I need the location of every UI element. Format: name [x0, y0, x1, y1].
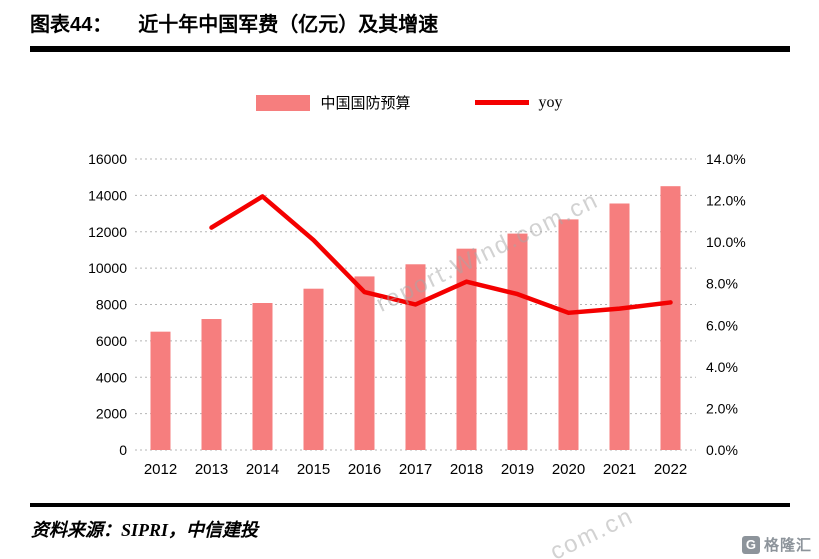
- left-axis-tick: 8000: [96, 297, 127, 313]
- footer-divider: [30, 503, 790, 507]
- right-axis-tick: 8.0%: [706, 276, 738, 292]
- x-axis-tick: 2014: [246, 461, 279, 478]
- budget-bar: [303, 288, 324, 450]
- left-axis-tick: 12000: [88, 224, 127, 240]
- budget-bar: [201, 319, 222, 450]
- right-axis-tick: 2.0%: [706, 400, 738, 416]
- x-axis-tick: 2018: [450, 461, 483, 478]
- bar-line-chart: 0 2000 4000 6000 8000 10000 12000 14000 16000 0.0…: [88, 151, 746, 478]
- left-axis-tick: 14000: [88, 187, 127, 203]
- gelonghui-logo: G 格隆汇: [741, 534, 812, 555]
- x-axis-tick: 2017: [399, 461, 432, 478]
- right-axis-tick: 12.0%: [706, 193, 746, 209]
- budget-bar: [558, 219, 579, 450]
- x-axis-tick: 2016: [348, 461, 381, 478]
- figure-label: 图表44：: [30, 14, 113, 36]
- gelonghui-logo-icon: G: [741, 535, 760, 554]
- right-axis-tick: 4.0%: [706, 359, 738, 375]
- budget-bar: [150, 331, 171, 450]
- bar-legend-label: 中国国防预算: [320, 95, 411, 112]
- budget-bar: [456, 248, 477, 450]
- x-axis-tick: 2019: [501, 461, 534, 478]
- left-axis-tick: 16000: [88, 151, 127, 167]
- x-axis-tick: 2012: [144, 461, 177, 478]
- bar-legend-swatch: [256, 94, 311, 111]
- budget-bar: [354, 276, 375, 450]
- chart-header: 图表44： 近十年中国军费（亿元）及其增速: [30, 8, 790, 52]
- yoy-line: [209, 194, 673, 316]
- line-legend-label: yoy: [538, 93, 563, 111]
- left-axis-tick: 0: [119, 442, 127, 458]
- line-legend-swatch: [474, 100, 529, 105]
- budget-bar: [609, 203, 630, 450]
- left-axis-tick: 6000: [96, 333, 127, 349]
- budget-bar: [252, 303, 273, 450]
- right-axis-tick: 6.0%: [706, 317, 738, 333]
- x-axis-tick: 2022: [654, 461, 687, 478]
- x-axis-tick: 2021: [603, 461, 636, 478]
- corner-watermark: com.cn: [545, 502, 639, 559]
- source-note: 资料来源：SIPRI，中信建投: [31, 520, 259, 540]
- budget-bar: [660, 186, 681, 450]
- page-title: 近十年中国军费（亿元）及其增速: [138, 14, 439, 36]
- right-axis-tick: 0.0%: [706, 442, 738, 458]
- x-axis-tick: 2015: [297, 461, 330, 478]
- chart-legend: 中国国防预算 yoy: [0, 92, 819, 113]
- gelonghui-logo-text: 格隆汇: [763, 537, 812, 554]
- right-axis-tick: 14.0%: [706, 151, 746, 167]
- budget-bar: [507, 233, 528, 450]
- x-axis-tick: 2013: [195, 461, 228, 478]
- right-axis-tick: 10.0%: [706, 234, 746, 250]
- x-axis-tick: 2020: [552, 461, 585, 478]
- left-axis-tick: 2000: [96, 406, 127, 422]
- left-axis-tick: 4000: [96, 369, 127, 385]
- left-axis-tick: 10000: [88, 260, 127, 276]
- budget-bar: [405, 264, 426, 450]
